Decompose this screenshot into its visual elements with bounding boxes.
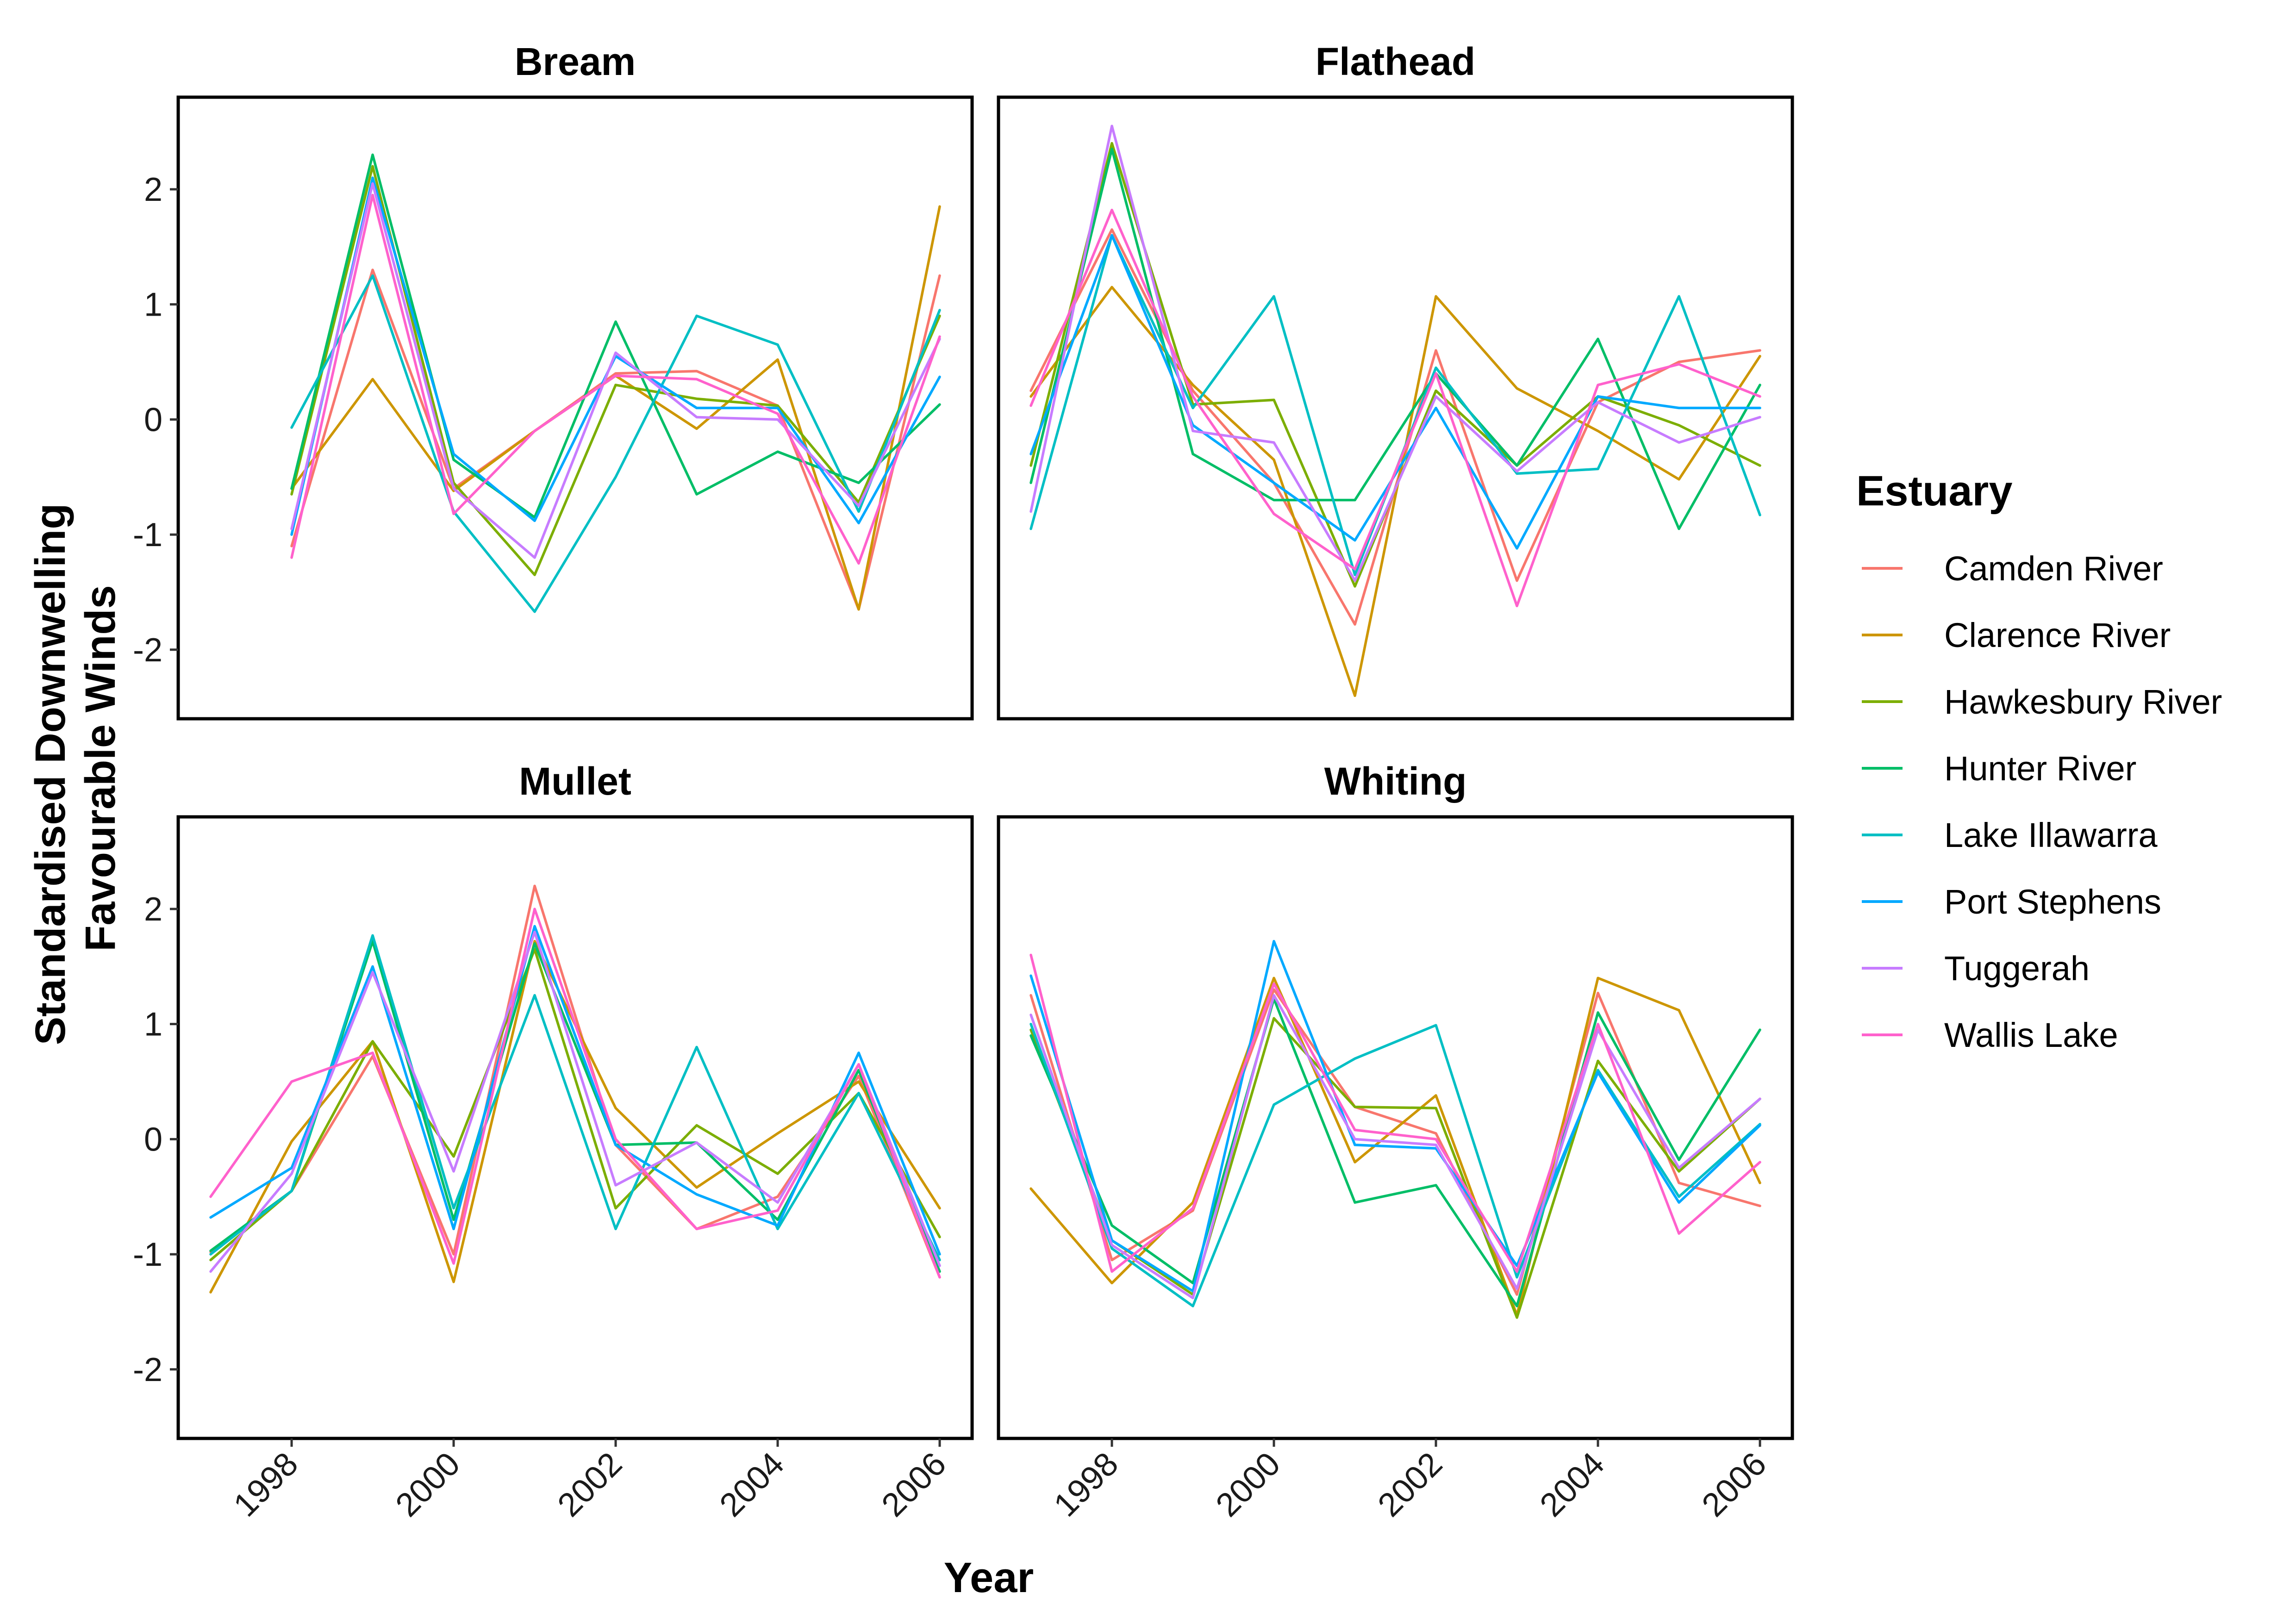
series-line-wallis-lake (1029, 208, 1761, 608)
x-tick-label: 2004 (712, 1445, 791, 1524)
series-line-port-stephens (209, 925, 941, 1256)
x-axis-title: Year (944, 1554, 1034, 1601)
legend-item-tuggerah: Tuggerah (1862, 949, 2090, 988)
x-tick-label: 2004 (1533, 1445, 1611, 1524)
legend-label: Clarence River (1944, 616, 2171, 654)
legend-title: Estuary (1856, 467, 2013, 515)
legend-label: Wallis Lake (1944, 1016, 2118, 1054)
panel-title: Whiting (1324, 759, 1467, 803)
series-line-clarence-river (1029, 286, 1761, 697)
y-axis-title-line-2: Favourable Winds (77, 585, 124, 952)
series-line-tuggerah (209, 930, 941, 1273)
y-tick-label: 1 (144, 286, 162, 324)
y-tick-label: 0 (144, 401, 162, 438)
x-tick-label: 2000 (388, 1445, 467, 1524)
series-line-hunter-river (1029, 997, 1761, 1307)
y-tick-label: 0 (144, 1121, 162, 1158)
series-line-hunter-river (290, 153, 941, 519)
legend-item-lake-illawarra: Lake Illawarra (1862, 816, 2158, 854)
series-line-port-stephens (1029, 940, 1761, 1293)
panel-frame (997, 95, 1794, 721)
legend-label: Lake Illawarra (1944, 816, 2158, 854)
series-line-lake-illawarra (1029, 1022, 1761, 1307)
panels-layer: Bream -2 -1 0 1 2 Flathead Mullet -2 -1 0 1 2 1998 200… (133, 40, 1794, 1524)
legend-item-hawkesbury-river: Hawkesbury River (1862, 683, 2222, 721)
y-tick-label: -2 (133, 1351, 162, 1388)
x-tick-label: 2002 (550, 1445, 629, 1524)
y-tick-label: -1 (133, 1236, 162, 1273)
series-line-wallis-lake (290, 193, 941, 565)
panel-whiting: Whiting 1998 2000 2002 2004 2006 (997, 759, 1794, 1524)
legend-items: Camden River Clarence River Hawkesbury Riv… (1862, 549, 2222, 1054)
series-line-clarence-river (1029, 977, 1761, 1317)
series-line-port-stephens (290, 176, 941, 536)
legend-item-port-stephens: Port Stephens (1862, 883, 2161, 921)
legend-item-wallis-lake: Wallis Lake (1862, 1016, 2118, 1054)
panel-title: Bream (515, 40, 636, 83)
series-line-lake-illawarra (209, 934, 941, 1262)
legend-item-hunter-river: Hunter River (1862, 749, 2136, 788)
panel-frame (997, 815, 1794, 1440)
series-line-clarence-river (290, 205, 941, 611)
y-tick-label: -2 (133, 632, 162, 669)
series-line-hawkesbury-river (290, 165, 941, 576)
series-line-tuggerah (1029, 994, 1761, 1300)
series-line-wallis-lake (1029, 953, 1761, 1273)
y-tick-label: 2 (144, 891, 162, 928)
x-tick-label: 2002 (1371, 1445, 1449, 1524)
x-tick-label: 2006 (874, 1445, 953, 1524)
legend-label: Tuggerah (1944, 949, 2090, 988)
legend-label: Hawkesbury River (1944, 683, 2222, 721)
series-line-hawkesbury-river (1029, 1017, 1761, 1319)
legend-label: Camden River (1944, 549, 2163, 588)
series-line-lake-illawarra (290, 274, 941, 613)
series-line-tuggerah (290, 182, 941, 559)
x-tick-label: 1998 (226, 1445, 305, 1524)
y-axis-title: Standardised Downwelling Favourable Wind… (27, 492, 124, 1045)
series-line-tuggerah (1029, 124, 1761, 582)
series-line-wallis-lake (209, 908, 941, 1279)
legend: Estuary Camden River Clarence River Hawkes… (1856, 467, 2222, 1054)
y-tick-label: 1 (144, 1006, 162, 1043)
panel-title: Mullet (519, 759, 631, 803)
panel-flathead: Flathead (997, 40, 1794, 721)
series-line-camden-river (290, 268, 941, 611)
x-tick-label: 2006 (1695, 1445, 1773, 1524)
y-axis-title-line-1: Standardised Downwelling (27, 503, 74, 1045)
panel-frame (176, 815, 974, 1440)
panel-title: Flathead (1316, 40, 1475, 83)
panel-bream: Bream -2 -1 0 1 2 (133, 40, 974, 721)
y-tick-label: 2 (144, 171, 162, 208)
x-tick-label: 2000 (1209, 1445, 1287, 1524)
y-tick-label: -1 (133, 517, 162, 554)
panel-frame (176, 95, 974, 721)
panel-mullet: Mullet -2 -1 0 1 2 1998 2000 2002 2004 2006 (133, 759, 974, 1524)
series-line-hawkesbury-river (1029, 142, 1761, 588)
legend-label: Port Stephens (1944, 883, 2161, 921)
series-line-camden-river (1029, 228, 1761, 626)
legend-item-clarence-river: Clarence River (1862, 616, 2171, 654)
legend-item-camden-river: Camden River (1862, 549, 2163, 588)
x-tick-label: 1998 (1047, 1445, 1125, 1524)
legend-label: Hunter River (1944, 749, 2136, 788)
